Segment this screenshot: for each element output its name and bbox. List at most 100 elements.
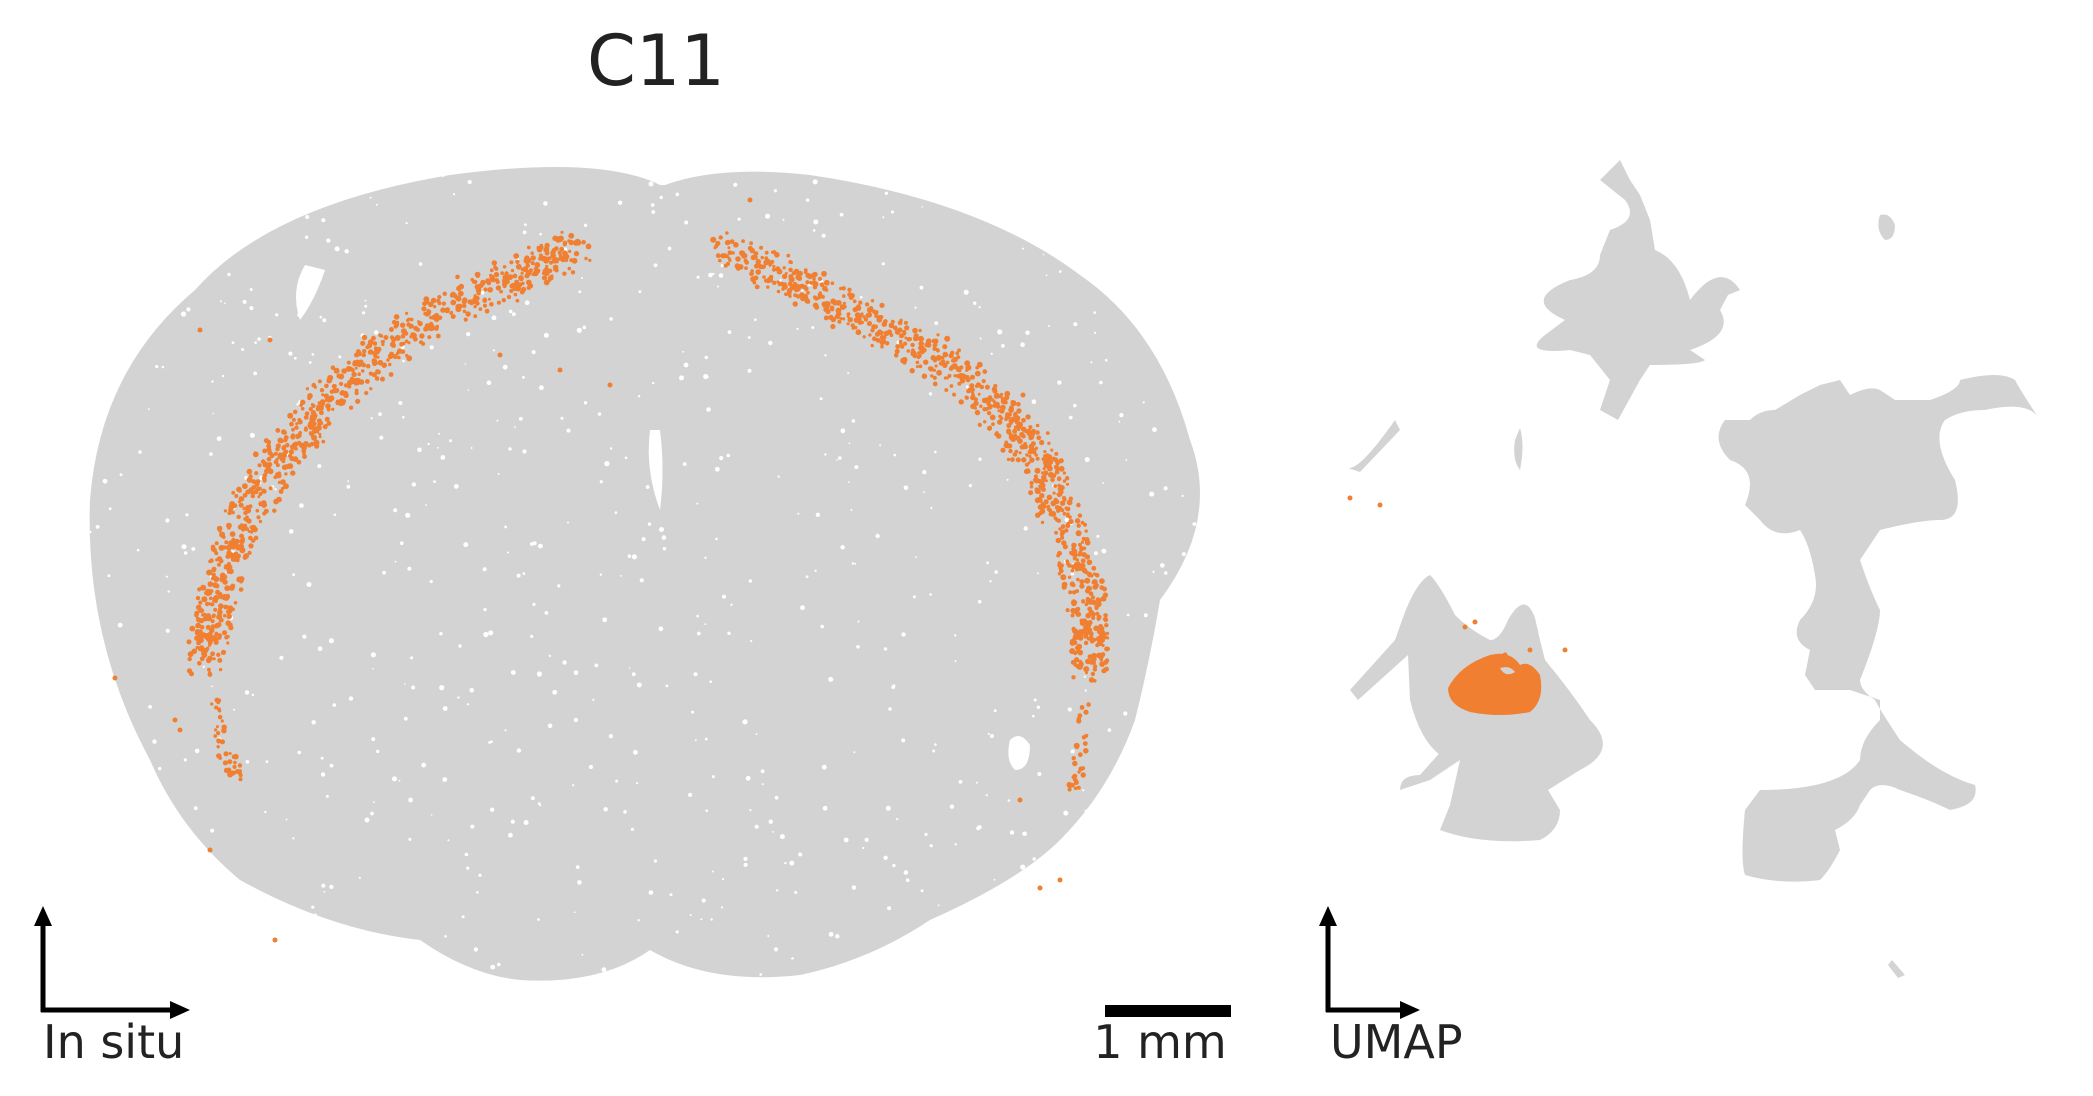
c11-cell <box>925 338 932 345</box>
c11-cell <box>1065 523 1071 529</box>
brain-gap <box>965 385 969 389</box>
c11-cell <box>936 369 942 376</box>
c11-cell <box>805 280 810 285</box>
c11-cell <box>324 383 329 389</box>
c11-cell <box>1073 650 1078 656</box>
c11-cell <box>214 728 218 732</box>
c11-cell <box>1050 477 1055 483</box>
c11-cell <box>1089 658 1095 665</box>
c11-cell <box>918 364 923 369</box>
c11-cell <box>889 333 894 338</box>
c11-cell <box>283 483 289 489</box>
umap-small-island-1 <box>1878 214 1895 240</box>
c11-cell <box>1020 392 1026 398</box>
brain-gap <box>91 901 96 906</box>
c11-cell <box>1065 608 1070 613</box>
c11-cell <box>727 246 731 250</box>
brain-gap <box>760 769 765 774</box>
c11-cell <box>812 281 819 287</box>
brain-gap <box>302 634 307 639</box>
brain-gap <box>374 330 379 335</box>
brain-gap <box>968 484 973 488</box>
brain-gap <box>329 884 334 890</box>
brain-gap <box>854 465 859 470</box>
brain-gap <box>251 693 255 697</box>
c11-cell <box>387 353 394 360</box>
c11-cell <box>242 506 246 511</box>
brain-gap <box>224 302 226 305</box>
brain-gap <box>293 356 297 360</box>
brain-gap <box>425 504 427 506</box>
c11-cell <box>207 847 213 853</box>
c11-cell <box>197 637 204 644</box>
c11-cell <box>1062 511 1067 516</box>
c11-cell <box>1060 574 1067 581</box>
c11-cell <box>281 453 287 459</box>
c11-cell <box>189 625 196 632</box>
brain-gap <box>986 561 989 565</box>
brain-gap <box>512 312 516 317</box>
c11-cell <box>262 448 267 454</box>
c11-cell <box>187 656 192 662</box>
c11-cell <box>835 300 842 306</box>
brain-gap <box>394 560 397 563</box>
c11-cell <box>890 319 895 324</box>
c11-cell <box>208 671 212 675</box>
brain-gap <box>408 837 412 841</box>
c11-cell <box>558 253 563 258</box>
c11-cell <box>1079 579 1085 585</box>
brain-gap <box>192 902 196 906</box>
brain-gap <box>653 859 658 863</box>
c11-cell <box>893 353 899 358</box>
brain-gap <box>1057 380 1062 385</box>
brain-gap <box>652 381 655 385</box>
brain-gap <box>679 375 684 381</box>
brain-gap <box>836 459 838 461</box>
c11-cell <box>336 373 342 379</box>
brain-gap <box>285 818 288 821</box>
brain-gap <box>704 556 707 559</box>
c11-cell <box>249 529 254 534</box>
c11-cell <box>1076 577 1080 582</box>
c11-cell <box>1083 709 1089 715</box>
c11-cell <box>520 271 524 275</box>
brain-gap <box>1012 226 1016 230</box>
c11-cell <box>1079 546 1084 552</box>
c11-cell <box>956 355 961 360</box>
c11-cell <box>1088 677 1095 683</box>
c11-cell <box>419 333 425 339</box>
c11-cell <box>386 358 390 362</box>
brain-gap <box>892 684 896 688</box>
brain-gap <box>297 932 302 937</box>
c11-cell <box>750 254 756 261</box>
brain-gap <box>923 491 925 494</box>
c11-cell <box>424 323 431 329</box>
c11-cell <box>342 390 349 397</box>
brain-gap <box>193 806 198 811</box>
brain-gap <box>777 475 780 478</box>
c11-cell <box>1061 581 1068 588</box>
c11-cell <box>1065 506 1071 512</box>
c11-cell <box>1076 502 1081 508</box>
c11-cell <box>227 525 231 530</box>
c11-cell <box>588 258 592 262</box>
c11-cell <box>930 374 934 378</box>
c11-cell <box>210 624 216 629</box>
c11-cell <box>955 351 960 356</box>
c11-cell <box>1052 491 1056 495</box>
c11-cell <box>901 356 908 363</box>
c11-cell <box>1058 527 1062 531</box>
c11-cell <box>219 576 226 583</box>
c11-cell <box>724 240 730 246</box>
c11-cell <box>231 490 236 495</box>
brain-gap <box>701 898 706 903</box>
c11-cell <box>544 250 550 256</box>
c11-cell <box>440 307 446 313</box>
c11-cell <box>432 304 437 309</box>
scale-bar: 1 mm <box>1093 1005 1231 1069</box>
brain-gap <box>689 170 692 173</box>
brain-gap <box>1084 689 1087 692</box>
brain-gap <box>675 192 680 197</box>
brain-gap <box>1169 365 1173 370</box>
c11-cell <box>855 329 862 336</box>
